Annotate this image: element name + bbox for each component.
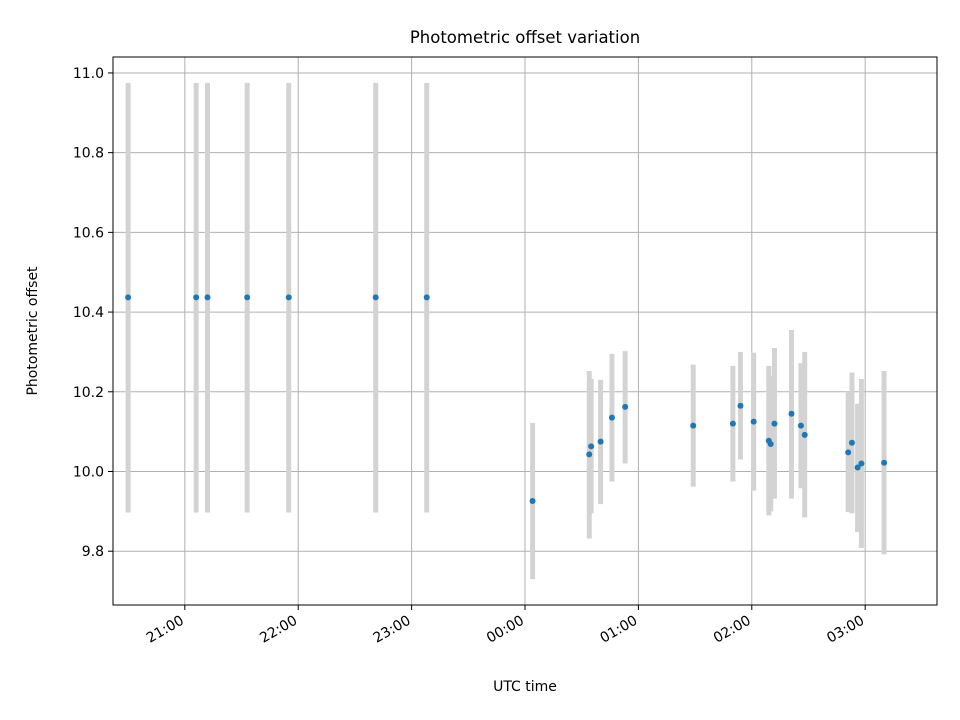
data-point [244, 294, 251, 301]
data-point [858, 460, 865, 467]
data-point [423, 294, 430, 301]
grid [113, 57, 937, 605]
data-point [729, 420, 736, 427]
y-axis-label: Photometric offset [25, 266, 41, 396]
data-point [586, 451, 593, 458]
data-point [881, 459, 888, 466]
y-tick-label: 9.8 [82, 544, 104, 560]
x-axis-label: UTC time [493, 679, 557, 695]
data-point [529, 497, 536, 504]
data-point [845, 449, 852, 456]
data-point [608, 414, 615, 421]
data-point [737, 402, 744, 409]
data-point [588, 443, 595, 450]
data-point [597, 438, 604, 445]
y-tick-label: 10.4 [73, 305, 104, 321]
chart-title: Photometric offset variation [410, 28, 640, 47]
data-point [767, 440, 774, 447]
y-tick-label: 10.0 [73, 464, 104, 480]
data-point [193, 294, 200, 301]
data-point [801, 431, 808, 438]
data-point [372, 294, 379, 301]
data-point [204, 294, 211, 301]
data-points [125, 294, 888, 504]
data-point [788, 410, 795, 417]
data-point [285, 294, 292, 301]
y-tick-label: 10.2 [73, 385, 104, 401]
data-point [690, 422, 697, 429]
y-tick-label: 10.8 [73, 146, 104, 162]
data-point [622, 403, 629, 410]
data-point [771, 420, 778, 427]
data-point [797, 422, 804, 429]
data-point [854, 464, 861, 471]
y-tick-label: 11.0 [73, 66, 104, 82]
data-point [125, 294, 132, 301]
y-axis-ticks: 9.8 10.0 10.2 10.4 10.6 10.8 11.0 [73, 66, 113, 560]
data-point [750, 418, 757, 425]
data-point [848, 439, 855, 446]
y-tick-label: 10.6 [73, 225, 104, 241]
